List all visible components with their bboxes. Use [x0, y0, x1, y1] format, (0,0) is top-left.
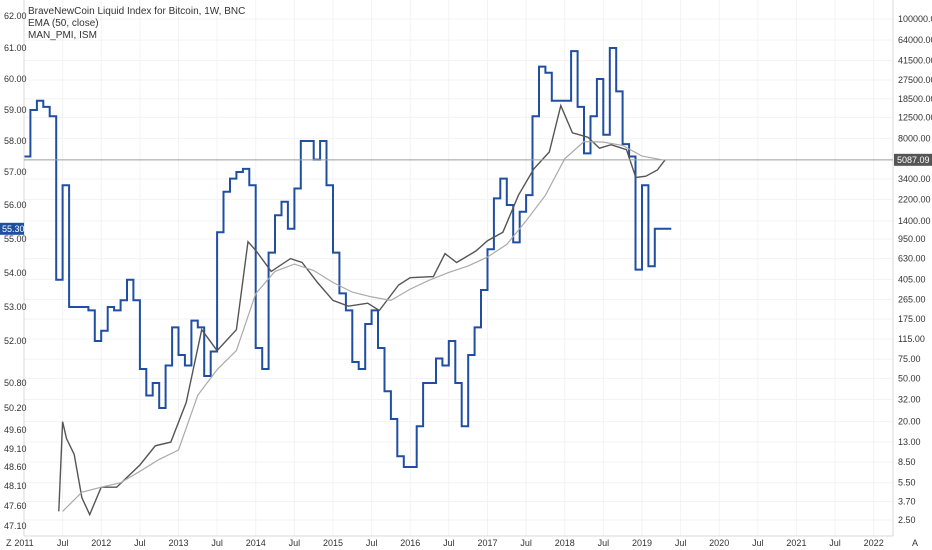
right-axis-label: 2200.00: [898, 194, 931, 204]
x-axis-label: 2017: [477, 538, 497, 548]
left-axis-label: 59.00: [4, 105, 27, 115]
left-axis[interactable]: 62.00 61.00 60.00 59.00 58.00 57.00 56.00 55.00…: [4, 11, 27, 531]
ema-series: [62, 140, 662, 512]
x-axis-label: 2011: [14, 538, 33, 548]
right-axis-label: 2.50: [898, 515, 916, 525]
pmi-tag-label: 55.30: [2, 224, 25, 234]
x-axis-label: 2014: [246, 538, 266, 548]
pmi-tag: 55.30: [0, 222, 25, 235]
price-series: [58, 103, 666, 517]
right-axis-label: 20.00: [898, 417, 921, 427]
right-axis-label: 41500.00: [898, 56, 932, 66]
left-axis-label: 52.00: [4, 336, 27, 346]
x-axis-label: Jul: [675, 538, 687, 548]
price-tag: 5087.09: [894, 153, 932, 166]
left-axis-label: 49.60: [4, 425, 27, 435]
left-axis-label: 58.00: [4, 136, 27, 146]
legend-ema[interactable]: EMA (50, close): [28, 18, 99, 29]
x-axis-label: Jul: [829, 538, 841, 548]
right-axis-label: 5.50: [898, 478, 916, 488]
price-tag-label: 5087.09: [897, 155, 930, 165]
x-axis-label: Jul: [598, 538, 610, 548]
left-axis-label: 49.10: [4, 444, 27, 454]
x-axis-label: 2021: [786, 538, 806, 548]
right-axis-label: 27500.00: [898, 75, 932, 85]
left-axis-label: 61.00: [4, 43, 27, 53]
x-axis-label: Jul: [366, 538, 378, 548]
right-axis-label: 8000.00: [898, 133, 931, 143]
legend-title[interactable]: BraveNewCoin Liquid Index for Bitcoin, 1…: [28, 6, 246, 17]
chart-legend: BraveNewCoin Liquid Index for Bitcoin, 1…: [28, 6, 245, 42]
x-axis-label: 2018: [555, 538, 575, 548]
right-axis[interactable]: 100000.00 64000.00 41500.00 27500.00 18500.0…: [898, 14, 932, 525]
x-axis-label: 2022: [864, 538, 884, 548]
right-axis-label: 32.00: [898, 394, 921, 404]
x-axis-label: Jul: [520, 538, 532, 548]
right-axis-label: 8.50: [898, 457, 916, 467]
left-axis-label: 53.00: [4, 302, 27, 312]
right-axis-label: 13.00: [898, 437, 921, 447]
left-axis-label: 50.20: [4, 403, 27, 413]
x-axis-label: 2015: [323, 538, 343, 548]
x-axis-label: Jul: [752, 538, 764, 548]
right-axis-label: 100000.00: [898, 14, 932, 24]
x-axis-label: 2013: [168, 538, 188, 548]
x-axis-label: Jul: [443, 538, 455, 548]
right-axis-label: 1400.00: [898, 216, 931, 226]
left-axis-label: 48.60: [4, 462, 27, 472]
left-axis-label: 62.00: [4, 11, 27, 21]
right-axis-label: 265.00: [898, 295, 926, 305]
right-axis-label: 18500.00: [898, 94, 932, 104]
x-axis-label: 2016: [400, 538, 420, 548]
pmi-series: [24, 47, 672, 468]
ema-line: [62, 140, 662, 512]
time-axis[interactable]: 2011 Jul 2012 Jul 2013 Jul 2014 Jul 2015 Jul 2016 J…: [14, 538, 883, 548]
price-line: [58, 103, 666, 517]
right-axis-label: 3.70: [898, 496, 916, 506]
right-axis-label: 175.00: [898, 314, 926, 324]
legend-indicator[interactable]: MAN_PMI, ISM: [28, 30, 97, 41]
left-axis-label: 50.80: [4, 378, 27, 388]
right-axis-label: 115.00: [898, 334, 925, 344]
right-corner-label[interactable]: A: [912, 538, 918, 548]
right-axis-label: 630.00: [898, 254, 926, 264]
left-axis-label: 56.00: [4, 200, 27, 210]
left-axis-label: 47.10: [4, 521, 27, 531]
x-axis-label: 2012: [91, 538, 111, 548]
grid: [23, 0, 893, 536]
right-axis-label: 12500.00: [898, 112, 932, 122]
x-axis-label: Jul: [134, 538, 146, 548]
right-axis-label: 950.00: [898, 234, 926, 244]
x-axis-label: Jul: [211, 538, 223, 548]
left-axis-label: 54.00: [4, 268, 27, 278]
pmi-line: [24, 47, 672, 468]
right-axis-label: 64000.00: [898, 35, 932, 45]
right-axis-label: 3400.00: [898, 174, 931, 184]
x-axis-label: 2020: [709, 538, 729, 548]
left-corner-label[interactable]: Z: [6, 538, 12, 548]
right-axis-label: 75.00: [898, 354, 921, 364]
left-axis-label: 47.60: [4, 501, 27, 511]
left-axis-label: 48.10: [4, 481, 27, 491]
x-axis-label: Jul: [57, 538, 69, 548]
x-axis-label: Jul: [289, 538, 301, 548]
left-axis-label: 57.00: [4, 167, 27, 177]
left-axis-label: 55.00: [4, 234, 27, 244]
x-axis-label: 2019: [632, 538, 652, 548]
right-axis-label: 405.00: [898, 274, 926, 284]
right-axis-label: 50.00: [898, 373, 921, 383]
left-axis-label: 60.00: [4, 74, 27, 84]
